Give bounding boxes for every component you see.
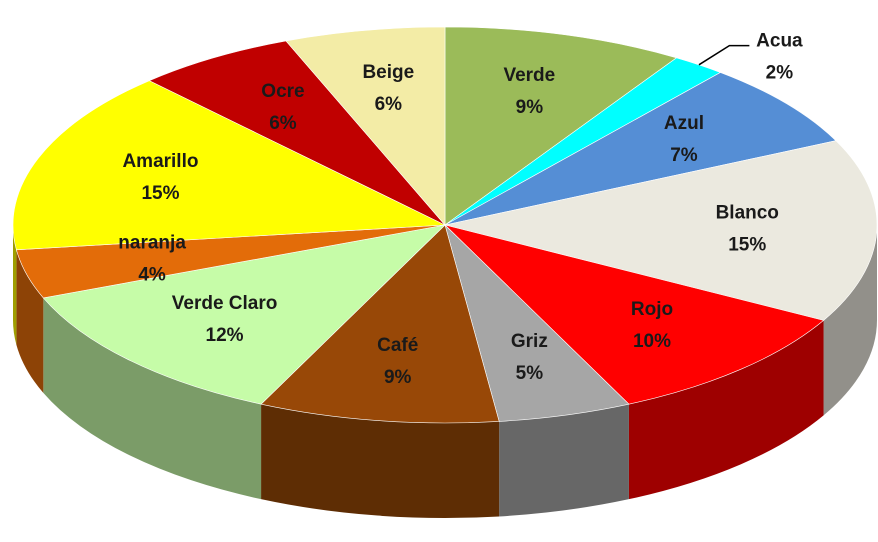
slice [444,72,837,226]
slice-label: Blanco [716,202,779,223]
slice-label: Acua [756,31,803,52]
slice-value-label: 12% [206,325,244,346]
slice-value-label: 6% [269,113,297,134]
slice-value-label: 15% [728,234,766,255]
slice-label: Verde Claro [172,293,278,314]
slice [444,26,678,226]
slice-label: Azul [664,113,704,134]
slice-value-label: 10% [633,331,671,352]
slice-value-label: 5% [516,363,544,384]
slice-value-label: 7% [670,145,698,166]
slice [12,80,447,251]
slice-label: Griz [511,331,548,352]
slice [260,224,500,424]
slice [42,224,446,405]
slice-side [43,297,262,500]
slice-side [499,404,629,517]
slice-side [823,225,877,416]
slice-value-label: 9% [516,97,544,118]
slice-label: Verde [503,65,555,86]
slice-label: Rojo [631,299,673,320]
slice-label: Café [377,335,418,356]
slice-side [13,225,17,345]
slice-label: naranja [118,232,186,253]
slice-label: Ocre [261,81,304,102]
slice-label: Beige [362,62,414,83]
slice-value-label: 6% [375,94,403,115]
slice-value-label: 2% [766,63,794,84]
slice [285,26,446,226]
slice [443,224,825,405]
slice-value-label: 15% [141,183,179,204]
slice [148,40,446,226]
slice-value-label: 9% [384,367,412,388]
slice-side [628,320,824,500]
leader-line [698,44,750,66]
slice-side [261,404,500,518]
slice-side [16,249,44,393]
slice [444,140,878,321]
slice-value-label: 4% [138,264,166,285]
slice-label: Amarillo [122,151,198,172]
